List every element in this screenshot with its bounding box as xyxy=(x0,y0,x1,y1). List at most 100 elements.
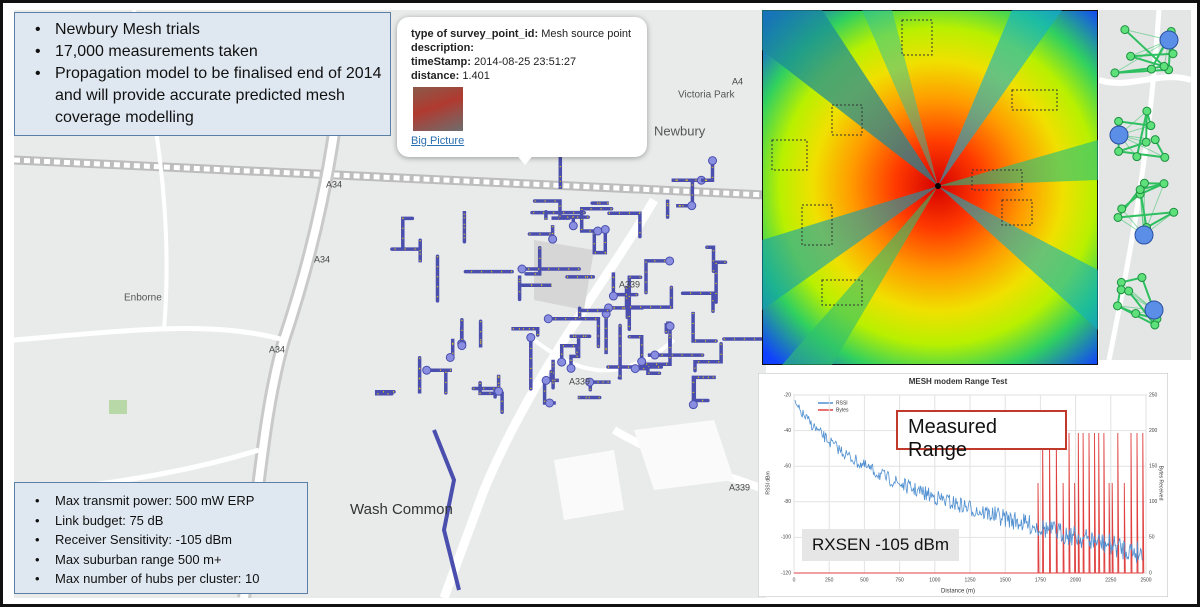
x-tick-label: 1000 xyxy=(929,577,940,583)
route xyxy=(624,285,630,320)
bullet: Max transmit power: 500 mW ERP xyxy=(35,491,299,511)
x-tick-label: 500 xyxy=(860,577,869,583)
survey-point xyxy=(568,221,578,231)
y-tick-label: -40 xyxy=(784,428,791,434)
big-picture-link[interactable]: Big Picture xyxy=(411,135,465,147)
x-tick-label: 750 xyxy=(895,577,904,583)
shadow-wedge xyxy=(762,186,938,310)
shadow-wedge xyxy=(782,186,938,365)
bullet: 17,000 measurements taken xyxy=(35,41,382,63)
survey-point xyxy=(585,377,595,387)
place-label: Wash Common xyxy=(350,501,453,518)
node xyxy=(1146,121,1156,131)
source-point xyxy=(935,183,941,189)
node xyxy=(1139,178,1149,188)
field-key: type of survey_point_id: xyxy=(411,28,539,40)
route xyxy=(680,291,715,314)
survey-point xyxy=(548,234,558,244)
shadow-wedge xyxy=(762,10,938,186)
specs-box: Max transmit power: 500 mW ERPLink budge… xyxy=(14,482,308,594)
hub xyxy=(1159,30,1179,50)
node xyxy=(1117,204,1127,214)
node xyxy=(1159,179,1169,189)
minor-road xyxy=(14,325,285,343)
route xyxy=(577,306,610,320)
info-popup: type of survey_point_id: Mesh source poi… xyxy=(397,17,647,157)
node xyxy=(1120,25,1130,35)
x-tick-label: 1250 xyxy=(964,577,975,583)
survey-point xyxy=(457,341,467,351)
chart-frame xyxy=(758,373,1168,597)
route xyxy=(432,429,461,591)
route xyxy=(607,211,642,239)
y2-tick-label: 200 xyxy=(1149,428,1158,434)
node xyxy=(1142,106,1152,116)
survey-point xyxy=(526,333,536,343)
survey-point xyxy=(608,291,618,301)
hub xyxy=(1134,225,1154,245)
y2-tick-label: 0 xyxy=(1149,570,1152,576)
area xyxy=(554,450,624,520)
survey-point xyxy=(637,357,647,367)
node xyxy=(1113,301,1123,311)
route-dots xyxy=(701,160,714,182)
y-tick-label: -100 xyxy=(781,535,791,541)
x-tick-label: 1750 xyxy=(1035,577,1046,583)
place-label: Enborne xyxy=(124,293,162,304)
node xyxy=(1132,152,1142,162)
node xyxy=(1159,61,1169,71)
hub xyxy=(1109,125,1129,145)
route xyxy=(424,368,452,395)
a343-road xyxy=(439,197,658,598)
route-dots xyxy=(473,387,496,397)
survey-point xyxy=(494,386,504,396)
y-tick-label: -80 xyxy=(784,499,791,505)
range-chart: MESH modem Range Test Distance (m) RSSI … xyxy=(758,373,1168,597)
field-value: 1.401 xyxy=(462,70,490,82)
y-tick-label: -120 xyxy=(781,570,791,576)
route xyxy=(511,327,540,337)
route xyxy=(671,178,704,208)
shadow-wedge xyxy=(938,10,1062,186)
shadow-wedge xyxy=(938,140,1098,186)
x-tick-label: 0 xyxy=(793,577,796,583)
route xyxy=(478,381,504,414)
y2-tick-label: 150 xyxy=(1149,464,1158,470)
survey-point xyxy=(541,375,551,385)
survey-point xyxy=(630,364,640,374)
summary-list: Newbury Mesh trials17,000 measurements t… xyxy=(23,19,382,129)
area xyxy=(634,420,734,490)
rxsen-callout: RXSEN -105 dBm xyxy=(802,529,959,561)
hub-link xyxy=(1114,39,1170,74)
node xyxy=(1169,207,1179,217)
legend-label: RSSI xyxy=(836,400,848,406)
popup-fields: type of survey_point_id: Mesh source poi… xyxy=(411,27,633,83)
survey-point xyxy=(543,314,553,324)
x-tick-label: 1500 xyxy=(1000,577,1011,583)
node xyxy=(1110,68,1120,78)
road-label: A339 xyxy=(619,279,640,289)
cluster-link xyxy=(1130,55,1165,68)
bullet: Link budget: 75 dB xyxy=(35,511,299,531)
node xyxy=(1160,152,1170,162)
road-label: A339 xyxy=(729,482,750,492)
node xyxy=(1150,320,1160,330)
popup-field: type of survey_point_id: Mesh source poi… xyxy=(411,27,633,41)
route xyxy=(611,272,639,298)
place-label: Victoria Park xyxy=(678,90,736,101)
route xyxy=(691,311,718,343)
survey-routes xyxy=(374,139,766,591)
cluster-link xyxy=(1114,65,1165,74)
survey-point xyxy=(517,264,527,274)
shadow-wedge xyxy=(938,186,1098,330)
node xyxy=(1114,116,1124,126)
route-dots xyxy=(580,208,612,232)
road-label: A34 xyxy=(269,344,285,354)
survey-point xyxy=(566,363,576,373)
cluster-link xyxy=(1124,28,1165,68)
chart-title: MESH modem Range Test xyxy=(909,377,1008,386)
coverage-heatmap xyxy=(762,10,1098,365)
node xyxy=(1126,51,1136,61)
